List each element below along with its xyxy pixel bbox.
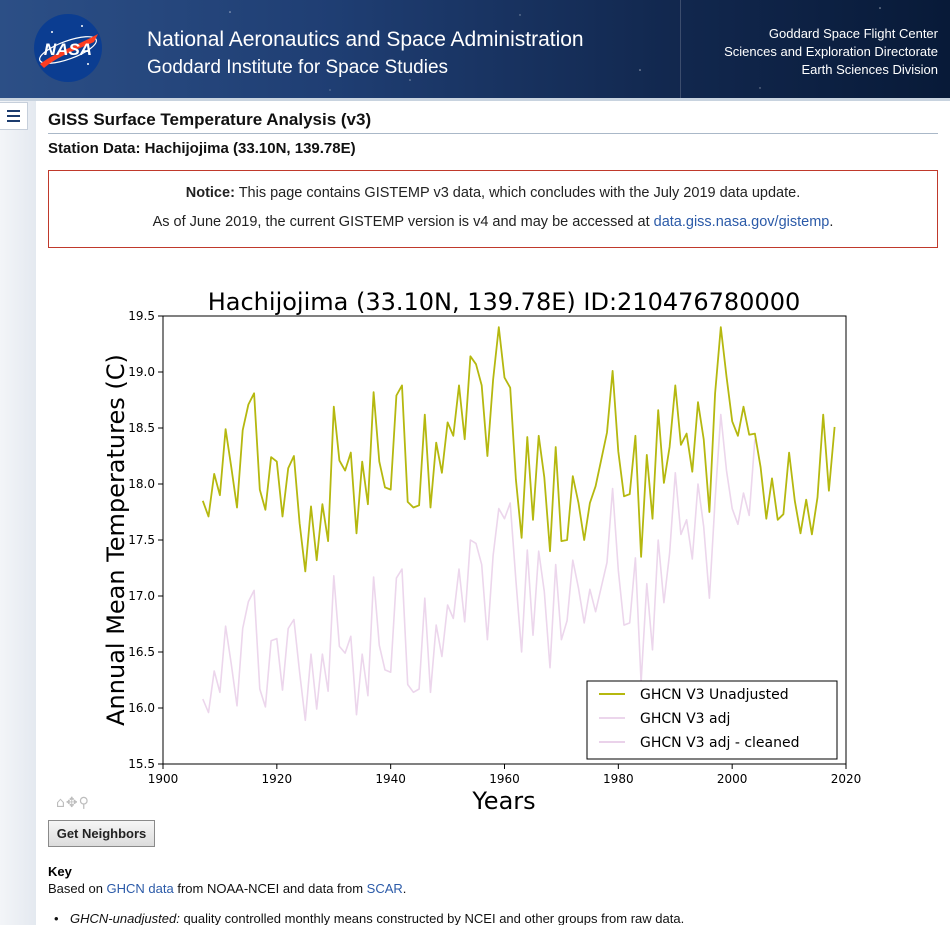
hamburger-icon — [7, 110, 20, 112]
y-tick-label: 16.0 — [128, 701, 155, 715]
key-source-text: Based on GHCN data from NOAA-NCEI and da… — [48, 881, 407, 896]
notice-text-2: As of June 2019, the current GISTEMP ver… — [152, 214, 654, 230]
series-line-1 — [201, 326, 836, 573]
y-tick-label: 16.5 — [128, 645, 155, 659]
agency-name: National Aeronautics and Space Administr… — [147, 28, 584, 51]
y-tick-label: 18.5 — [128, 421, 155, 435]
scar-link[interactable]: SCAR — [366, 881, 403, 896]
y-tick-label: 17.0 — [128, 589, 155, 603]
series-line-2 — [202, 413, 756, 722]
key-bullet-item: • GHCN-unadjusted: quality controlled mon… — [54, 911, 685, 925]
y-axis-label: Annual Mean Temperatures (C) — [102, 354, 130, 726]
x-axis-label: Years — [471, 787, 535, 815]
station-title: Station Data: Hachijojima (33.10N, 139.7… — [48, 140, 356, 157]
affiliation-line[interactable]: Earth Sciences Division — [801, 62, 938, 77]
title-divider — [48, 133, 938, 134]
chart-title: Hachijojima (33.10N, 139.78E) ID:2104767… — [208, 288, 801, 316]
chart-axes: 1900 1920 1940 1960 1980 2000 2020 15.5 16.0 16.5… — [128, 309, 861, 786]
y-tick-label: 18.0 — [128, 477, 155, 491]
gistemp-link[interactable]: data.giss.nasa.gov/gistemp — [653, 214, 830, 230]
y-tick-label: 15.5 — [128, 757, 155, 771]
notice-box: Notice: This page contains GISTEMP v3 da… — [48, 170, 938, 248]
notice-line-1: Notice: This page contains GISTEMP v3 da… — [49, 185, 937, 201]
y-tick-label: 19.5 — [128, 309, 155, 323]
svg-text:NASA: NASA — [44, 40, 92, 59]
institute-name: Goddard Institute for Space Studies — [147, 57, 449, 78]
legend-box — [586, 680, 838, 760]
chart-toolbar[interactable]: ⌂✥⚲ — [56, 795, 90, 811]
notice-label: Notice: — [185, 185, 235, 201]
sidebar-strip — [0, 101, 36, 925]
x-tick-label: 2000 — [717, 772, 748, 786]
notice-text: This page contains GISTEMP v3 data, whic… — [238, 185, 801, 201]
x-tick-label: 1920 — [262, 772, 293, 786]
x-tick-label: 1980 — [603, 772, 634, 786]
key-heading: Key — [48, 864, 72, 879]
x-tick-label: 1940 — [375, 772, 406, 786]
legend-label: GHCN V3 adj — [640, 711, 730, 727]
ghcn-data-link[interactable]: GHCN data — [106, 881, 174, 896]
x-tick-label: 2020 — [831, 772, 862, 786]
x-tick-label: 1960 — [489, 772, 520, 786]
series-layer — [201, 326, 836, 722]
chart-legend: GHCN V3 Unadjusted GHCN V3 adj GHCN V3 adj… — [586, 680, 838, 760]
notice-line-2: As of June 2019, the current GISTEMP ver… — [152, 214, 834, 230]
nasa-logo-icon[interactable]: NASA — [32, 12, 104, 84]
x-tick-label: 1900 — [148, 772, 179, 786]
banner-underline — [0, 98, 950, 101]
get-neighbors-button[interactable]: Get Neighbors — [48, 820, 155, 847]
bullet-label: GHCN-unadjusted: — [70, 911, 180, 925]
banner-starfield — [229, 7, 881, 91]
y-tick-label: 19.0 — [128, 365, 155, 379]
site-banner: NASA National Aeronautics and Space Admi… — [0, 0, 950, 98]
affiliation-line[interactable]: Goddard Space Flight Center — [768, 26, 938, 41]
banner-divider — [680, 0, 681, 98]
legend-label: GHCN V3 adj - cleaned — [640, 735, 799, 751]
legend-label: GHCN V3 Unadjusted — [640, 687, 789, 703]
y-tick-label: 17.5 — [128, 533, 155, 547]
affiliation-line[interactable]: Sciences and Exploration Directorate — [724, 44, 938, 59]
banner-affiliation: Goddard Space Flight Center Sciences and… — [724, 25, 938, 79]
page-title: GISS Surface Temperature Analysis (v3) — [48, 110, 372, 129]
menu-toggle-button[interactable] — [0, 102, 28, 130]
banner-title: National Aeronautics and Space Administr… — [147, 26, 584, 82]
